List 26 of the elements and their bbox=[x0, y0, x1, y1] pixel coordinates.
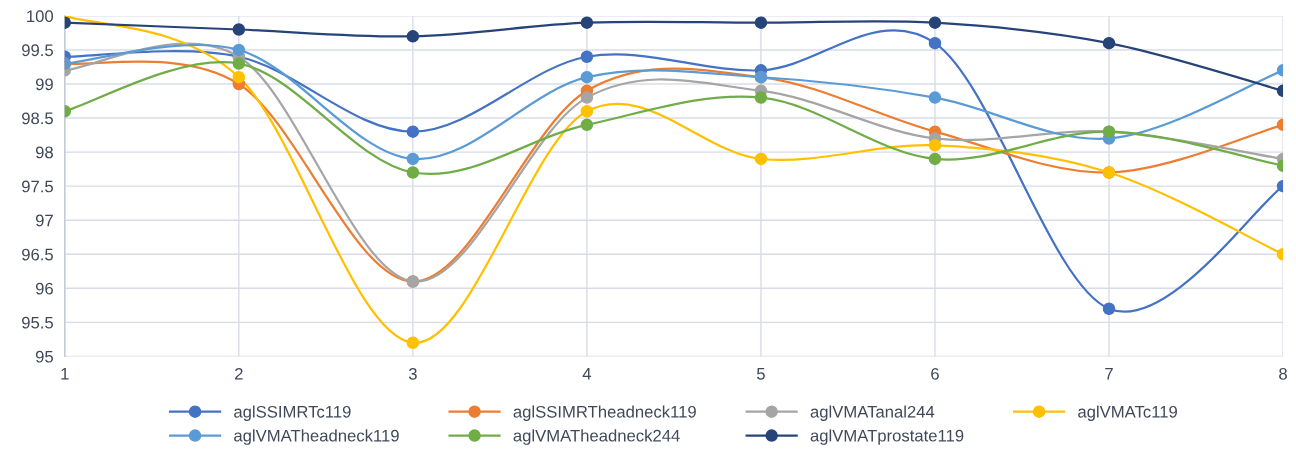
legend-label: aglVMATc119 bbox=[1078, 405, 1177, 421]
legend-label: aglVMATprostate119 bbox=[810, 429, 964, 445]
x-tick-label: 7 bbox=[1105, 368, 1113, 380]
legend-label: aglVMATanal244 bbox=[810, 405, 935, 421]
x-tick-label: 1 bbox=[61, 368, 69, 380]
legend-label: aglSSIMRTheadneck119 bbox=[513, 405, 696, 421]
y-tick-label: 99.5 bbox=[22, 44, 53, 57]
legend-label: aglVMATheadneck119 bbox=[234, 429, 399, 445]
x-tick-label: 5 bbox=[756, 368, 765, 380]
y-tick-label: 99 bbox=[35, 78, 53, 91]
x-tick-label: 2 bbox=[235, 367, 243, 380]
y-tick-label: 95 bbox=[35, 350, 53, 363]
x-tick-label: 3 bbox=[408, 367, 417, 380]
y-tick-label: 98 bbox=[35, 146, 53, 159]
y-tick-label: 95.5 bbox=[22, 316, 53, 329]
x-tick-label: 4 bbox=[582, 368, 592, 380]
x-tick-label: 8 bbox=[1279, 367, 1287, 380]
legend-label: aglSSIMRTc119 bbox=[234, 405, 351, 421]
y-tick-label: 98.5 bbox=[22, 112, 53, 125]
y-tick-label: 100 bbox=[27, 10, 54, 23]
x-tick-label: 6 bbox=[931, 367, 939, 380]
y-tick-label: 97 bbox=[35, 214, 53, 227]
legend-label: aglVMATheadneck244 bbox=[513, 429, 680, 445]
y-tick-label: 96.5 bbox=[22, 248, 53, 261]
y-tick-label: 96 bbox=[35, 282, 53, 295]
y-tick-label: 97.5 bbox=[22, 180, 53, 193]
